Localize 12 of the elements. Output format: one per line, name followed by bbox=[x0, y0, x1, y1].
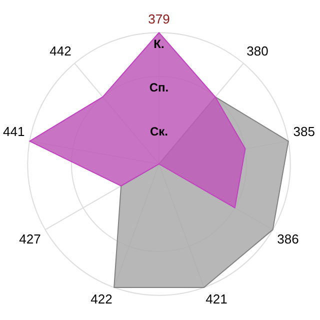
y-tick-label: Сп. bbox=[149, 80, 169, 95]
y-tick-label: К. bbox=[154, 36, 164, 51]
spoke-label: 379 bbox=[148, 11, 170, 26]
spoke-label: 422 bbox=[90, 292, 112, 307]
spoke-label: 385 bbox=[293, 124, 316, 140]
spoke-label: 427 bbox=[19, 232, 41, 247]
spoke-label: 380 bbox=[246, 43, 268, 58]
spoke-label: 442 bbox=[50, 43, 72, 58]
spoke-label: 441 bbox=[2, 124, 25, 140]
spoke-label: 421 bbox=[206, 292, 228, 307]
spoke-label: 386 bbox=[277, 232, 299, 247]
y-tick-label: Ск. bbox=[150, 124, 168, 139]
